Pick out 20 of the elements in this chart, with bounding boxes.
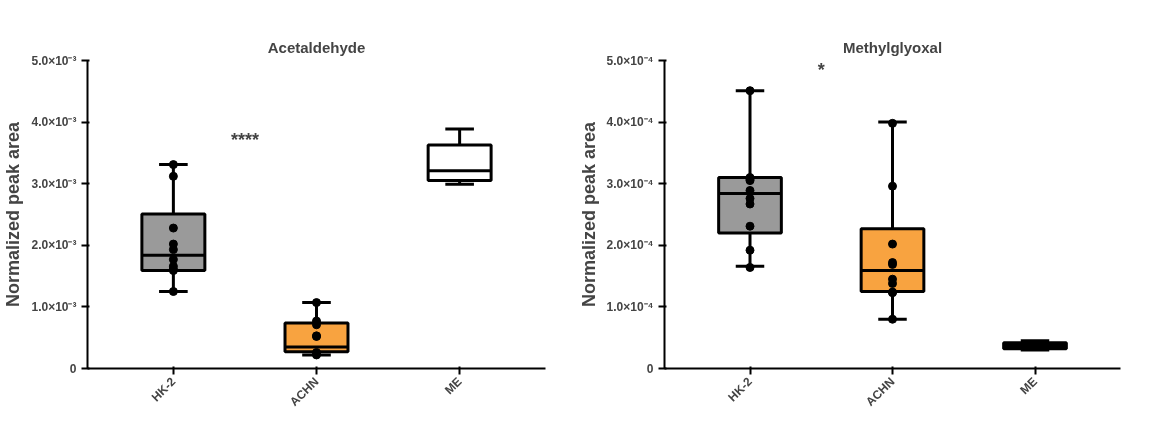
y-tick-label: 4.0×10⁻⁴ bbox=[606, 115, 654, 130]
y-tick-label: 1.0×10⁻³ bbox=[31, 299, 77, 314]
y-tick-label: 4.0×10⁻³ bbox=[31, 115, 77, 130]
y-tick-label: 2.0×10⁻³ bbox=[31, 238, 77, 253]
y-tick-label: 0 bbox=[69, 361, 77, 376]
y-tick-label: 5.0×10⁻⁴ bbox=[606, 53, 654, 68]
y-tick-label: 1.0×10⁻⁴ bbox=[606, 299, 654, 314]
annotation: **** bbox=[230, 129, 259, 150]
y-tick-label: 2.0×10⁻⁴ bbox=[606, 238, 654, 253]
chart-title: Acetaldehyde bbox=[267, 38, 366, 56]
y-tick-label: 3.0×10⁻³ bbox=[31, 176, 77, 191]
x-tick-label: ME bbox=[441, 374, 465, 398]
annotation: * bbox=[817, 59, 825, 80]
y-axis-title: Normalized peak area bbox=[578, 120, 599, 308]
y-tick-label: 5.0×10⁻³ bbox=[31, 53, 77, 68]
chart-title: Methylglyoxal bbox=[842, 38, 943, 56]
y-tick-label: 0 bbox=[646, 361, 654, 376]
x-tick-label: ME bbox=[1017, 374, 1040, 398]
y-axis-title: Normalized peak area bbox=[3, 120, 24, 308]
y-tick-label: 3.0×10⁻⁴ bbox=[606, 176, 654, 191]
